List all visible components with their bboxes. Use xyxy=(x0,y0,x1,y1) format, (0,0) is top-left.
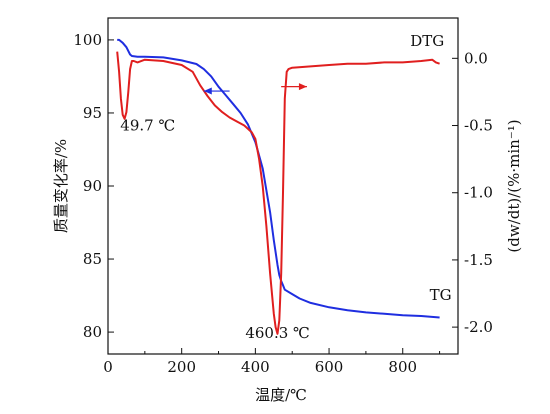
y-tick-label: 100 xyxy=(73,31,102,49)
y2-tick-label: -2.0 xyxy=(464,318,493,336)
y2-axis-title: (dw/dt)/(%·min⁻¹) xyxy=(505,119,523,252)
x-tick-label: 800 xyxy=(388,358,417,376)
y2-tick-label: -1.0 xyxy=(464,184,493,202)
y2-tick-label: 0.0 xyxy=(464,49,488,67)
y-tick-label: 85 xyxy=(83,250,102,268)
x-axis-title: 温度/℃ xyxy=(255,386,307,404)
x-tick-label: 600 xyxy=(315,358,344,376)
ticks-layer: 0 200 400 600 800 80 85 90 95 100 0.0 -0.5 -1.0 -1.5 -… xyxy=(73,31,493,376)
arrow-tg-head xyxy=(203,87,212,95)
arrows-layer xyxy=(203,83,307,95)
x-tick-label: 0 xyxy=(103,358,113,376)
annotation-label: DTG xyxy=(410,32,444,50)
series-line-tg xyxy=(117,38,440,319)
y-tick-label: 80 xyxy=(83,323,102,341)
y-tick-label: 90 xyxy=(83,177,102,195)
annotation-label: 49.7 ℃ xyxy=(120,116,175,134)
annotations-layer: 49.7 ℃ 460.3 ℃ TG DTG xyxy=(120,32,451,342)
y-axis-title: 质量变化率/% xyxy=(52,139,70,233)
x-tick-label: 400 xyxy=(241,358,270,376)
y2-tick-label: -0.5 xyxy=(464,117,493,135)
series-layer xyxy=(116,38,440,335)
annotation-label: 460.3 ℃ xyxy=(245,324,310,342)
x-tick-label: 200 xyxy=(167,358,196,376)
arrow-dtg-head xyxy=(298,83,307,91)
annotation-label: TG xyxy=(430,286,452,304)
y2-tick-label: -1.5 xyxy=(464,251,493,269)
y-tick-label: 95 xyxy=(83,104,102,122)
series-line-dtg xyxy=(116,51,440,335)
